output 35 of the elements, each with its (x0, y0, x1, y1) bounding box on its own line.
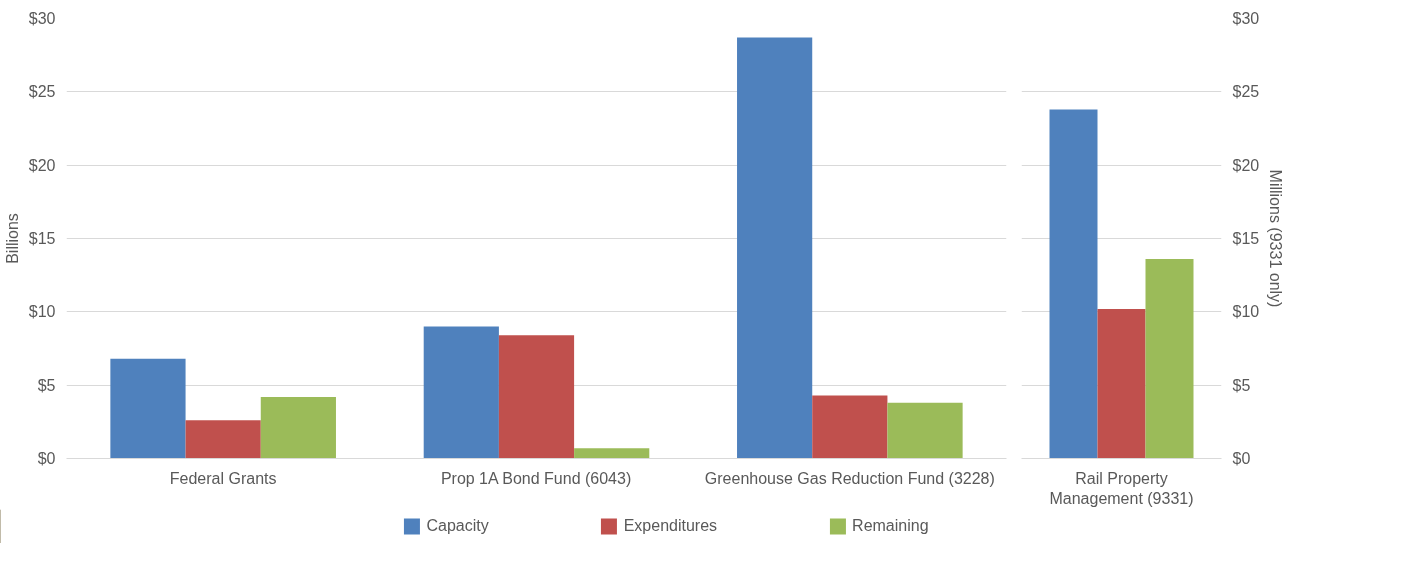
bar (812, 395, 888, 459)
legend-label: Capacity (426, 517, 489, 535)
y-tick-label: $30 (28, 10, 56, 27)
x-tick-label: Prop 1A Bond Fund (6043) (440, 469, 632, 487)
y2-tick-label: $20 (1232, 156, 1260, 174)
y-tick-label: $10 (28, 303, 56, 321)
bar (423, 326, 499, 459)
y-tick-label: $20 (28, 156, 56, 174)
x-tick-label: Rail Property Management (9331) (1049, 469, 1194, 507)
bar (887, 402, 963, 459)
y2-tick-label: $15 (1232, 230, 1260, 247)
y2-tick-label: $25 (1232, 83, 1260, 101)
bar (498, 335, 575, 459)
y-axis-title: Billions (3, 213, 21, 264)
y2-tick-label: $5 (1232, 376, 1251, 394)
legend-label: Remaining (852, 517, 929, 535)
x-tick-label: Federal Grants (169, 469, 277, 487)
x-tick-label: Greenhouse Gas Reduction Fund (3228) (704, 469, 995, 487)
bar (1097, 308, 1146, 459)
bar (260, 396, 336, 459)
bar (1145, 259, 1194, 459)
bar (110, 358, 186, 459)
y-tick-label: $15 (28, 230, 56, 247)
bar (1049, 109, 1098, 459)
legend-label: Expenditures (623, 517, 718, 535)
y2-tick-label: $30 (1232, 10, 1260, 27)
y2-tick-label: $0 (1232, 450, 1251, 467)
bar (737, 37, 813, 459)
bar (574, 448, 650, 459)
y-tick-label: $0 (37, 450, 56, 467)
y2-tick-label: $10 (1232, 303, 1260, 321)
y-tick-label: $5 (37, 376, 56, 394)
y2-axis-title: Millions (9331 only) (1267, 169, 1285, 308)
bar (185, 420, 261, 459)
y-tick-label: $25 (28, 83, 56, 101)
